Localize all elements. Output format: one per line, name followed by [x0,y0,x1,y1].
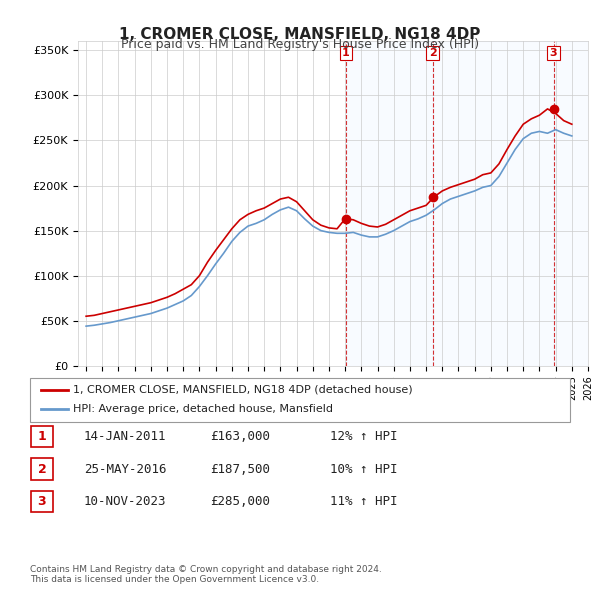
Text: 10% ↑ HPI: 10% ↑ HPI [330,463,398,476]
FancyBboxPatch shape [31,426,53,447]
Text: 1: 1 [38,430,46,443]
Bar [346,41,433,366]
Bar [433,41,554,366]
Bar [554,41,588,366]
Text: 12% ↑ HPI: 12% ↑ HPI [330,430,398,443]
Text: Price paid vs. HM Land Registry's House Price Index (HPI): Price paid vs. HM Land Registry's House … [121,38,479,51]
FancyBboxPatch shape [31,491,53,512]
Text: 2: 2 [428,48,436,58]
Text: 14-JAN-2011: 14-JAN-2011 [84,430,167,443]
Text: 3: 3 [550,48,557,58]
Text: Contains HM Land Registry data © Crown copyright and database right 2024.
This d: Contains HM Land Registry data © Crown c… [30,565,382,584]
Text: £285,000: £285,000 [210,495,270,508]
Text: 11% ↑ HPI: 11% ↑ HPI [330,495,398,508]
Text: 1: 1 [342,48,350,58]
Text: 3: 3 [38,495,46,508]
Text: 1, CROMER CLOSE, MANSFIELD, NG18 4DP: 1, CROMER CLOSE, MANSFIELD, NG18 4DP [119,27,481,41]
Text: 1, CROMER CLOSE, MANSFIELD, NG18 4DP (detached house): 1, CROMER CLOSE, MANSFIELD, NG18 4DP (de… [73,385,413,395]
Text: £187,500: £187,500 [210,463,270,476]
FancyBboxPatch shape [30,378,570,422]
Text: £163,000: £163,000 [210,430,270,443]
Text: 2: 2 [38,463,46,476]
FancyBboxPatch shape [31,458,53,480]
Text: 25-MAY-2016: 25-MAY-2016 [84,463,167,476]
Text: 10-NOV-2023: 10-NOV-2023 [84,495,167,508]
Text: HPI: Average price, detached house, Mansfield: HPI: Average price, detached house, Mans… [73,405,333,414]
